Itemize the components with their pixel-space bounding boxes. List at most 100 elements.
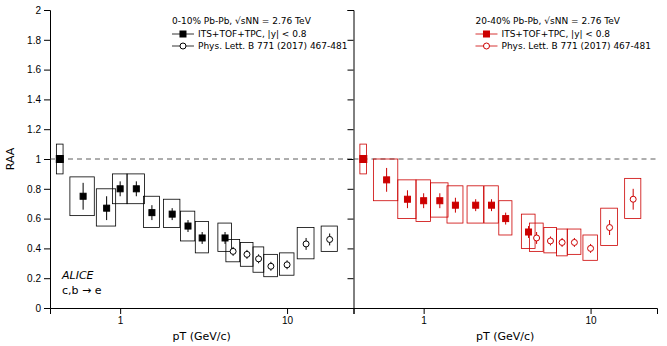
y-axis-title: RAA <box>4 147 17 170</box>
y-tick-label: 1.2 <box>27 124 41 135</box>
y-tick-label: 0.6 <box>27 213 41 224</box>
y-tick-mark <box>44 219 50 220</box>
point <box>404 196 410 202</box>
y-tick <box>348 159 354 160</box>
x-axis: 1 10 <box>354 308 658 326</box>
series <box>373 159 535 248</box>
reference-line <box>354 159 658 160</box>
point <box>303 241 309 247</box>
y-tick <box>348 308 354 309</box>
y-tick: 0.4 <box>27 243 50 254</box>
series <box>70 174 232 253</box>
systematic-box <box>240 242 253 266</box>
x-tick-mark <box>424 308 425 314</box>
y-tick-mark <box>348 308 354 309</box>
panel: 110pT (GeV/c)20-40% Pb-Pb, √sNN = 2.76 T… <box>348 11 658 344</box>
y-tick-mark <box>348 278 354 279</box>
systematic-box <box>583 235 598 260</box>
y-tick <box>348 129 354 130</box>
y-tick-mark <box>348 129 354 130</box>
y-tick-mark <box>348 10 354 11</box>
plot-area <box>354 144 658 260</box>
point <box>327 236 333 242</box>
legend-swatch <box>483 31 489 37</box>
point <box>384 177 390 183</box>
y-tick-mark <box>44 248 50 249</box>
y-tick: 0.6 <box>27 213 50 224</box>
legend-title: 20-40% Pb-Pb, √sNN = 2.76 TeV <box>475 16 620 26</box>
plot-area <box>50 144 354 277</box>
normalization-point <box>56 156 63 163</box>
point <box>547 238 553 244</box>
x-axis-line <box>51 309 355 315</box>
systematic-box <box>521 214 535 248</box>
y-tick-label: 0.8 <box>27 184 41 195</box>
y-tick <box>348 99 354 100</box>
point <box>489 202 495 208</box>
y-tick: 1.2 <box>27 124 50 135</box>
point <box>503 216 509 222</box>
annotation: ALICE <box>61 269 94 282</box>
y-tick-mark <box>348 219 354 220</box>
annotations: ALICEc,b → e <box>61 269 102 297</box>
y-tick-label: 0.2 <box>27 273 41 284</box>
y-tick <box>348 189 354 190</box>
legend-swatch <box>180 31 186 37</box>
x-tick: 10 <box>282 308 294 326</box>
y-tick: 1.8 <box>27 35 50 46</box>
y-tick <box>348 40 354 41</box>
y-tick <box>348 248 354 249</box>
point <box>284 262 290 268</box>
x-tick: 1 <box>118 308 124 326</box>
y-tick-mark <box>44 159 50 160</box>
y-tick-mark <box>44 129 50 130</box>
point <box>169 211 175 217</box>
y-tick-mark <box>348 189 354 190</box>
point <box>534 235 540 241</box>
y-tick-mark <box>348 70 354 71</box>
x-tick-label: 1 <box>118 315 124 326</box>
point <box>199 235 205 241</box>
point <box>104 205 110 211</box>
y-axis: 00.20.40.60.811.21.41.61.82 <box>27 5 50 314</box>
y-tick: 0.8 <box>27 184 50 195</box>
x-tick-label: 10 <box>586 315 598 326</box>
systematic-box <box>127 174 144 204</box>
reference-line <box>50 159 354 160</box>
systematic-box <box>567 229 581 254</box>
systematic-box <box>625 178 641 218</box>
systematic-box <box>218 223 232 251</box>
x-tick: 10 <box>586 308 598 326</box>
systematic-box <box>467 186 483 223</box>
y-tick-label: 1.4 <box>27 94 41 105</box>
legend-label: ITS+TOF+TPC, |y| < 0.8 <box>501 29 610 39</box>
panel: 11000.20.40.60.811.21.41.61.82pT (GeV/c)… <box>4 5 354 343</box>
systematic-box <box>253 247 264 272</box>
legend-item: ITS+TOF+TPC, |y| < 0.8 <box>475 29 610 39</box>
y-tick-mark <box>348 99 354 100</box>
x-axis: 1 10 <box>51 308 355 326</box>
y-axis-line <box>44 11 51 309</box>
point <box>117 186 123 192</box>
point <box>256 256 262 262</box>
x-tick: 1 <box>421 308 427 326</box>
normalization-point <box>360 156 367 163</box>
y-tick: 1.4 <box>27 94 50 105</box>
systematic-box <box>484 186 498 223</box>
y-tick-mark <box>348 159 354 160</box>
point <box>452 202 458 208</box>
y-tick: 0.2 <box>27 273 50 284</box>
point <box>437 198 443 204</box>
legend-item: ITS+TOF+TPC, |y| < 0.8 <box>172 29 307 39</box>
y-tick <box>348 70 354 71</box>
y-tick-label: 1 <box>35 154 41 165</box>
systematic-box <box>544 228 557 253</box>
y-tick-label: 1.6 <box>27 64 41 75</box>
y-tick-mark <box>44 308 50 309</box>
y-axis <box>348 11 355 309</box>
point <box>185 223 191 229</box>
systematic-box <box>297 228 314 259</box>
y-tick: 1 <box>35 154 50 165</box>
x-axis-title: pT (GeV/c) <box>173 330 231 343</box>
legend-item: Phys. Lett. B 771 (2017) 467-481 <box>172 41 348 51</box>
